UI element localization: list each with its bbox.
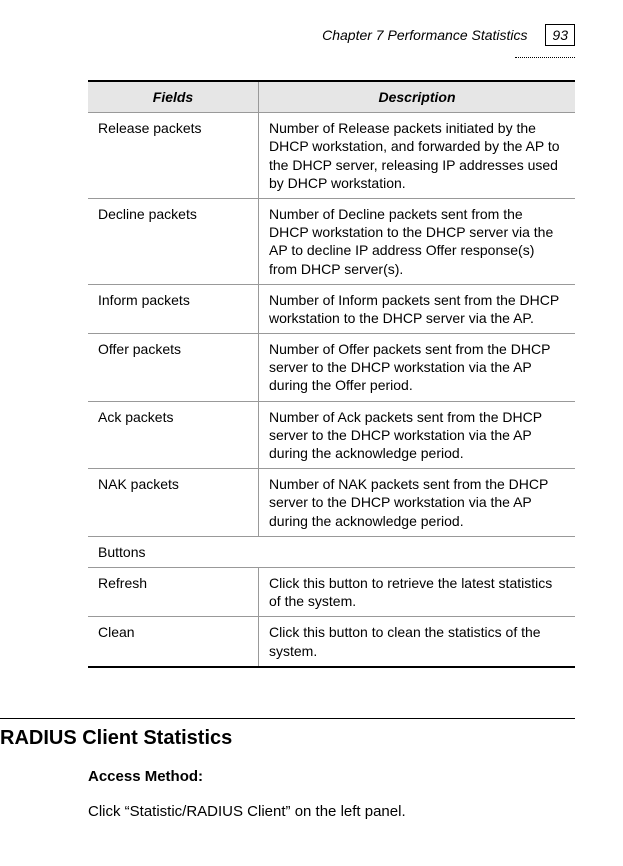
field-desc: Number of Release packets initiated by t… — [259, 113, 576, 199]
table-row: Refresh Click this button to retrieve th… — [88, 567, 575, 616]
table-section-row: Buttons — [88, 536, 575, 567]
page-header: Chapter 7 Performance Statistics 93 — [48, 24, 575, 46]
chapter-title: Chapter 7 Performance Statistics — [322, 27, 527, 43]
field-desc: Number of Ack packets sent from the DHCP… — [259, 401, 576, 469]
table-row: Inform packets Number of Inform packets … — [88, 284, 575, 333]
header-underline — [48, 50, 575, 58]
table-row: Ack packets Number of Ack packets sent f… — [88, 401, 575, 469]
table-row: Release packets Number of Release packet… — [88, 113, 575, 199]
table-row: Decline packets Number of Decline packet… — [88, 198, 575, 284]
field-name: Clean — [88, 617, 259, 667]
fields-description-table: Fields Description Release packets Numbe… — [88, 80, 575, 668]
section-label: Buttons — [88, 536, 575, 567]
field-desc: Click this button to retrieve the latest… — [259, 567, 576, 616]
table-row: NAK packets Number of NAK packets sent f… — [88, 469, 575, 537]
field-name: Refresh — [88, 567, 259, 616]
section-title: RADIUS Client Statistics — [0, 718, 575, 750]
col-header-fields: Fields — [88, 81, 259, 113]
field-name: Decline packets — [88, 198, 259, 284]
field-desc: Number of Decline packets sent from the … — [259, 198, 576, 284]
field-name: Ack packets — [88, 401, 259, 469]
field-name: NAK packets — [88, 469, 259, 537]
table-row: Offer packets Number of Offer packets se… — [88, 334, 575, 402]
field-name: Release packets — [88, 113, 259, 199]
section-subtitle: Access Method: — [88, 768, 575, 785]
field-name: Offer packets — [88, 334, 259, 402]
col-header-description: Description — [259, 81, 576, 113]
table-row: Clean Click this button to clean the sta… — [88, 617, 575, 667]
page-number: 93 — [545, 24, 575, 46]
section-body: Click “Statistic/RADIUS Client” on the l… — [88, 803, 575, 820]
field-desc: Click this button to clean the statistic… — [259, 617, 576, 667]
field-desc: Number of NAK packets sent from the DHCP… — [259, 469, 576, 537]
field-desc: Number of Inform packets sent from the D… — [259, 284, 576, 333]
field-name: Inform packets — [88, 284, 259, 333]
field-desc: Number of Offer packets sent from the DH… — [259, 334, 576, 402]
